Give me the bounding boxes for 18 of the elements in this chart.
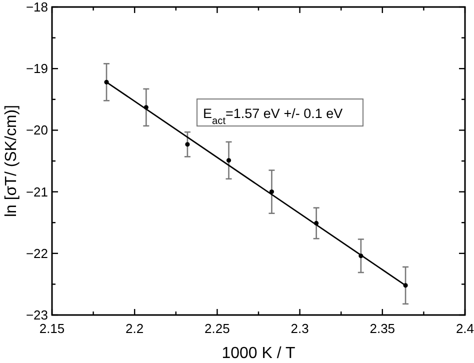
- y-tick-label: −19: [26, 61, 48, 76]
- point: [269, 190, 274, 194]
- x-tick-label: 2.25: [204, 321, 230, 336]
- y-tick-label: −22: [26, 246, 48, 261]
- x-tick-label: 2.3: [290, 321, 309, 336]
- x-axis-title: 1000 K / T: [222, 345, 296, 362]
- annotation: E$_{act}$=1.57 eV +/- 0.1 eV: [203, 106, 343, 126]
- y-axis-title: ln [σT/ (SK/cm)]: [3, 104, 20, 218]
- x-tick-label: 2.35: [370, 321, 396, 336]
- y-tick-label: −18: [26, 0, 48, 14]
- point: [185, 142, 190, 147]
- point: [226, 158, 232, 163]
- y-tick-label: −23: [26, 308, 48, 322]
- y-tick-label: −21: [26, 184, 48, 200]
- x-tick-label: 2.2: [126, 321, 144, 336]
- x-tick-label: 2.15: [39, 321, 65, 336]
- x-tick-label: 2.4: [456, 321, 474, 336]
- y-tick-label: −20: [26, 122, 48, 138]
